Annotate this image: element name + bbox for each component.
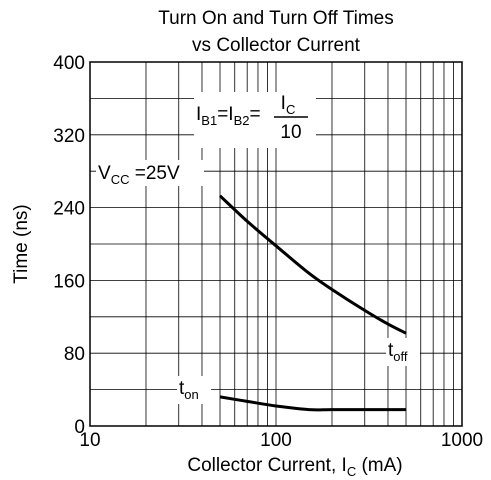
y-tick-label: 0 xyxy=(74,417,85,438)
x-axis-label-main: Collector Current, I xyxy=(187,455,346,476)
plot-frame xyxy=(89,61,463,427)
x-axis-label-sub: C xyxy=(347,464,356,479)
y-tick-label: 320 xyxy=(53,126,85,147)
ib-numerator: IC xyxy=(281,93,296,117)
x-axis-label-unit: (mA) xyxy=(356,455,402,476)
chart-title-line1: Turn On and Turn Off Times xyxy=(158,8,394,29)
series-lines xyxy=(218,194,407,412)
ib-b2: B2 xyxy=(234,113,250,128)
ib-num-sub: C xyxy=(286,102,295,117)
x-axis-label: Collector Current, IC (mA) xyxy=(187,455,402,479)
ib-num: I xyxy=(281,93,286,114)
vcc-condition-text: VCC =25V xyxy=(98,163,180,187)
tick-labels: 0 80 160 240 320 400 10 100 1000 xyxy=(53,53,483,451)
ton-label-sub: on xyxy=(184,387,198,402)
vcc-sub: CC xyxy=(111,172,130,187)
y-tick-label: 80 xyxy=(64,344,85,365)
ib-i: I xyxy=(196,104,201,125)
x-tick-label: 10 xyxy=(79,430,100,451)
y-tick-label: 160 xyxy=(53,271,85,292)
series-line-t-on xyxy=(219,395,406,412)
ton-label: ton xyxy=(179,378,199,402)
toff-label-sub: off xyxy=(393,349,408,364)
ib-condition-text: IB1=IB2= xyxy=(196,104,261,128)
y-tick-label: 400 xyxy=(53,53,85,74)
toff-label: toff xyxy=(388,340,408,364)
toff-label-main: t xyxy=(388,340,394,361)
y-axis-label: Time (ns) xyxy=(11,204,32,284)
x-tick-label: 100 xyxy=(260,430,292,451)
vcc-v: V xyxy=(98,163,111,184)
chart-title-line2: vs Collector Current xyxy=(192,35,361,56)
series-line-t-off xyxy=(218,194,407,335)
vcc-annotation-bg xyxy=(96,160,204,186)
x-tick-label: 1000 xyxy=(441,430,483,451)
ib-denominator: 10 xyxy=(280,122,301,143)
ib-b1: B1 xyxy=(201,113,217,128)
y-tick-label: 240 xyxy=(53,199,85,220)
ib-annotation-bg xyxy=(194,92,316,148)
ton-label-bg xyxy=(177,376,211,404)
vcc-rest: =25V xyxy=(129,163,180,184)
toff-label-bg xyxy=(386,338,420,366)
ton-label-main: t xyxy=(179,378,185,399)
ib-eq2: = xyxy=(249,104,260,125)
ib-eq1: =I xyxy=(217,104,233,125)
